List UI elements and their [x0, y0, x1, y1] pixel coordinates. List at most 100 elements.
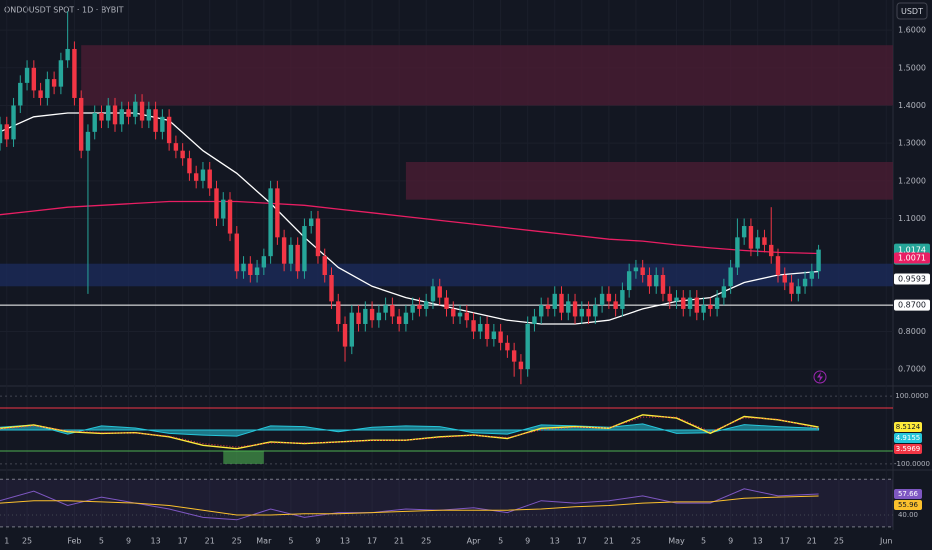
candle-body [681, 297, 686, 309]
candle-body [275, 188, 280, 238]
x-tick-label: 13 [550, 537, 560, 546]
chart-title: ONDOUSDT SPOT · 1D · BYBIT [4, 6, 124, 15]
candle-body [437, 286, 442, 298]
candle-body [166, 116, 172, 144]
x-tick-label: 21 [394, 537, 404, 546]
x-tick-label: Apr [467, 537, 482, 546]
candle-body [119, 109, 124, 125]
candle-body [268, 188, 273, 257]
value-tag [894, 500, 922, 510]
candle-body [403, 312, 409, 324]
y-tick-label: 40.00 [898, 511, 918, 519]
candle-body [626, 271, 632, 291]
value-tag [894, 422, 922, 432]
candle-body [72, 48, 77, 98]
alert-icon[interactable] [813, 370, 827, 384]
candle-body [457, 312, 463, 317]
candle-body [200, 169, 206, 181]
candle-body [329, 275, 334, 302]
candle-body [417, 305, 422, 309]
candle-body [721, 286, 727, 298]
alert-icon[interactable] [817, 372, 823, 382]
candle-body [146, 109, 152, 121]
candle-body [451, 308, 456, 317]
y-tick-label: 1.4000 [898, 101, 926, 110]
candle-body [85, 131, 91, 151]
candle-body [714, 297, 720, 309]
candle-body [241, 263, 246, 272]
value-tag [894, 433, 922, 443]
candle-body [606, 293, 612, 302]
y-tick-label: 1.6000 [898, 26, 926, 35]
candle-body [552, 293, 557, 309]
candle-body [572, 301, 578, 317]
value-tag [894, 444, 922, 454]
zone [405, 161, 893, 200]
y-tick-label: 1.1000 [898, 214, 926, 223]
value-label: 57.66 [898, 490, 919, 498]
x-tick-label: 25 [232, 537, 242, 546]
x-tick-label: 1 [4, 537, 9, 546]
candle-body [106, 105, 111, 121]
currency[interactable]: USDT [901, 7, 923, 16]
candle-body [674, 297, 679, 302]
candle-body [65, 48, 70, 61]
candle-body [464, 312, 469, 321]
candle-body [295, 244, 300, 272]
x-tick-label: 5 [99, 537, 104, 546]
candle-body [525, 323, 530, 370]
candle-body [322, 256, 327, 275]
candle-body [566, 301, 571, 313]
candle-body [762, 237, 767, 245]
candle-body [708, 305, 713, 309]
hline-tag [894, 299, 930, 311]
candle-body [112, 105, 118, 125]
candle-body [796, 286, 801, 294]
value-tag [894, 489, 922, 499]
x-tick-label: 13 [340, 537, 350, 546]
candle-body [11, 105, 16, 140]
value-label: 8.5124 [896, 423, 921, 431]
candle-body [187, 158, 192, 174]
highlight [223, 451, 264, 464]
candle-body [802, 278, 808, 287]
candle-body [180, 150, 185, 159]
candle-body [789, 282, 794, 294]
candle-body [647, 275, 652, 287]
candle-body [342, 323, 348, 347]
candle-body [173, 143, 179, 151]
x-tick-label: 13 [753, 537, 763, 546]
x-tick-label: Jun [879, 537, 893, 546]
candle-body [288, 244, 294, 264]
candle-body [221, 199, 226, 219]
x-tick-label: 25 [631, 537, 641, 546]
oscillator-line [0, 416, 819, 448]
zone [81, 45, 893, 106]
candle-body [667, 293, 672, 302]
candle-body [518, 361, 524, 370]
candle-body [559, 293, 564, 313]
candle-body [633, 267, 639, 272]
x-tick-label: 5 [701, 537, 706, 546]
candle-body [139, 101, 145, 121]
x-tick-label: Mar [256, 537, 272, 546]
x-tick-label: 5 [288, 537, 293, 546]
moving-average [0, 200, 819, 255]
candle-body [234, 233, 239, 272]
candle-body [579, 308, 585, 317]
x-tick-label: 5 [498, 537, 503, 546]
currency-box[interactable] [896, 2, 928, 20]
candle-body [193, 173, 199, 181]
ma-tag [894, 273, 930, 285]
candle-body [620, 290, 625, 309]
candle-body [302, 226, 307, 272]
value-label: 3.5969 [896, 445, 921, 453]
candle-body [593, 305, 598, 317]
x-tick-label: 17 [780, 537, 790, 546]
candle-body [92, 113, 97, 132]
value-label: 55.96 [898, 501, 919, 509]
candle-body [735, 237, 740, 268]
x-tick-label: 25 [834, 537, 844, 546]
